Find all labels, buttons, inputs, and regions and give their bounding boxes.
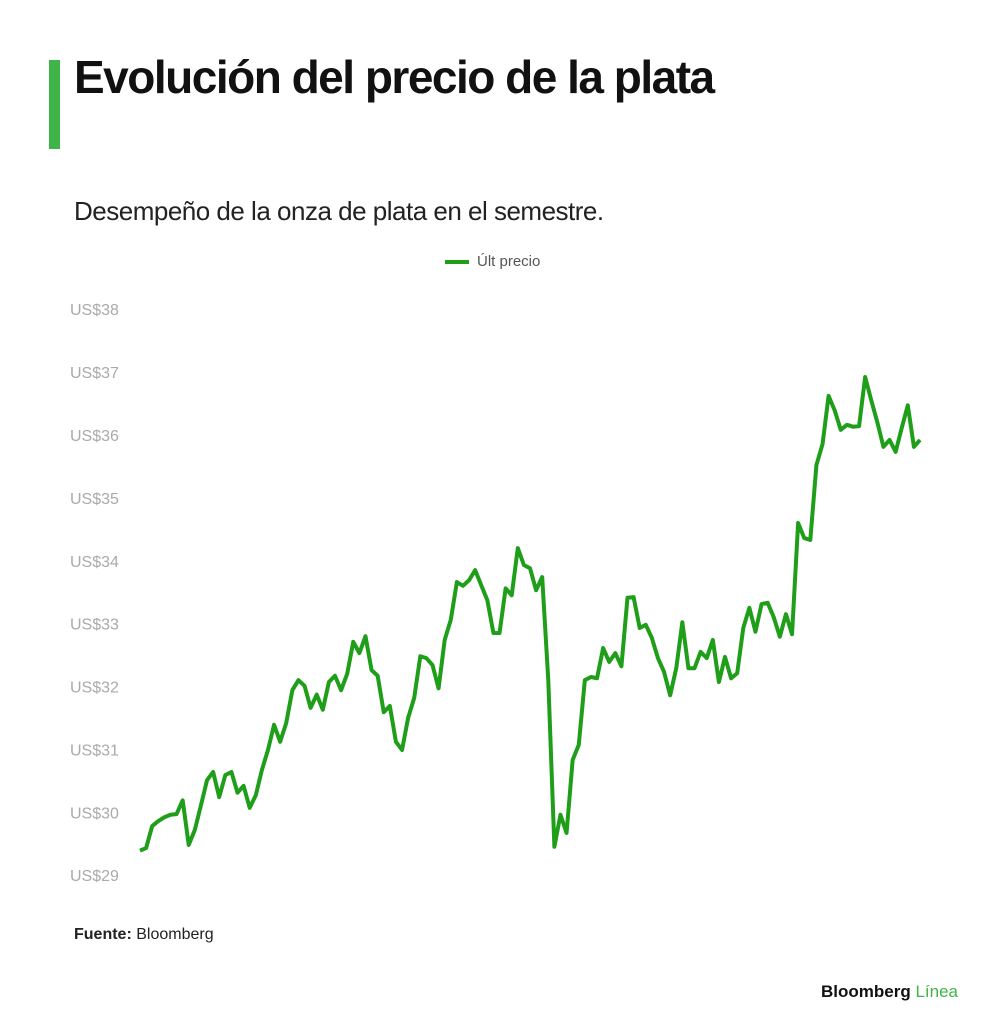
y-tick-label: US$38 xyxy=(70,302,119,319)
source-note: Fuente: Bloomberg xyxy=(74,926,214,944)
brand-accent: Línea xyxy=(915,982,958,1001)
brand-name: Bloomberg xyxy=(820,982,911,1001)
source-label: Fuente: xyxy=(74,926,132,943)
title-accent-bar xyxy=(49,60,60,149)
y-tick-label: US$34 xyxy=(70,554,119,571)
y-tick-label: US$31 xyxy=(70,742,119,759)
brand-logo: Bloomberg Línea xyxy=(821,982,958,1002)
y-tick-label: US$35 xyxy=(70,491,119,508)
source-text: Bloomberg xyxy=(136,926,214,943)
legend-label: Últ precio xyxy=(477,253,540,270)
y-tick-label: US$36 xyxy=(70,428,119,445)
price-line xyxy=(139,375,922,853)
y-tick-label: US$33 xyxy=(70,617,119,634)
y-tick-label: US$30 xyxy=(70,805,119,822)
y-tick-label: US$32 xyxy=(70,680,119,697)
chart-title: Evolución del precio de la plata xyxy=(74,51,715,103)
chart-subtitle: Desempeño de la onza de plata en el seme… xyxy=(74,196,604,226)
y-tick-label: US$29 xyxy=(70,868,119,885)
y-tick-label: US$37 xyxy=(70,365,119,382)
